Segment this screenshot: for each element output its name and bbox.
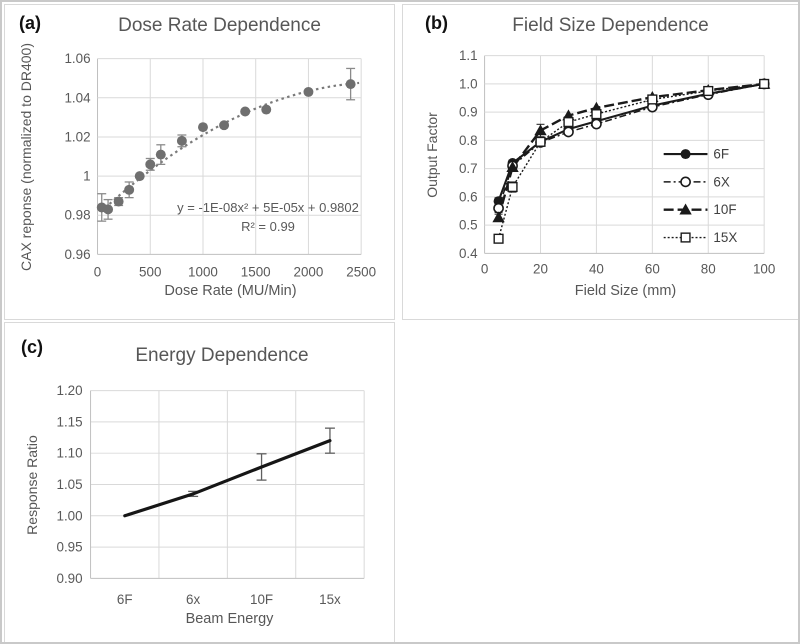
svg-text:15x: 15x	[319, 592, 341, 607]
svg-text:60: 60	[645, 261, 660, 276]
svg-text:1.15: 1.15	[56, 414, 82, 429]
svg-text:2000: 2000	[294, 264, 324, 279]
svg-text:1.05: 1.05	[56, 477, 82, 492]
svg-text:1: 1	[83, 169, 90, 184]
svg-text:0.7: 0.7	[459, 161, 478, 176]
svg-text:0.96: 0.96	[64, 247, 90, 262]
svg-text:0.5: 0.5	[459, 218, 478, 233]
svg-text:20: 20	[533, 261, 548, 276]
r-squared-text: R² = 0.99	[241, 219, 295, 234]
svg-text:0.95: 0.95	[56, 540, 82, 555]
panel-field-size: (b) Field Size Dependence Output Factor …	[402, 4, 798, 320]
svg-text:1.04: 1.04	[64, 90, 91, 105]
svg-text:1.02: 1.02	[64, 129, 90, 144]
svg-text:1.06: 1.06	[64, 51, 90, 66]
gridlines	[97, 58, 362, 255]
response-line	[123, 439, 332, 518]
gridlines	[90, 390, 365, 579]
svg-text:0.8: 0.8	[459, 133, 478, 148]
svg-text:1.20: 1.20	[56, 383, 82, 398]
series-markers-15X	[493, 78, 770, 244]
axis-tick-labels: 0 500 1000 1500 2000 2500 0.96 0.98 1 1.02 1.04 1.0…	[64, 51, 376, 279]
svg-text:1.10: 1.10	[56, 446, 82, 461]
svg-text:0.9: 0.9	[459, 105, 478, 120]
svg-text:0.90: 0.90	[56, 571, 82, 586]
svg-text:10F: 10F	[250, 592, 273, 607]
svg-text:15X: 15X	[713, 230, 737, 245]
svg-text:6F: 6F	[713, 147, 729, 162]
svg-text:0: 0	[94, 264, 101, 279]
svg-text:0.4: 0.4	[459, 246, 478, 261]
chart-title-dose-rate: Dose Rate Dependence	[118, 15, 321, 36]
chart-title-energy: Energy Dependence	[135, 345, 309, 366]
y-axis-label-field-size: Output Factor	[424, 112, 440, 198]
x-axis-label-energy: Beam Energy	[185, 611, 274, 627]
svg-text:1.00: 1.00	[56, 508, 82, 523]
svg-text:1500: 1500	[241, 264, 271, 279]
energy-chart: 0.90 0.95 1.00 1.05 1.10 1.15 1.20 6F 6x 10F 15x	[56, 383, 365, 607]
field-size-chart: 0 20 40 60 80 100 0.4 0.5 0.6 0.7 0.8 0.9 1.0 1.1 6F 6X…	[459, 48, 775, 276]
svg-text:1.1: 1.1	[459, 48, 478, 63]
svg-text:1.0: 1.0	[459, 76, 478, 91]
chart-title-field-size: Field Size Dependence	[512, 15, 709, 36]
panel-label-a: (a)	[19, 13, 41, 33]
svg-text:100: 100	[753, 261, 775, 276]
svg-text:6X: 6X	[713, 174, 729, 189]
svg-text:0: 0	[481, 261, 488, 276]
data-points	[96, 79, 356, 215]
panel-label-c: (c)	[21, 337, 43, 357]
svg-text:40: 40	[589, 261, 604, 276]
svg-text:500: 500	[139, 264, 161, 279]
y-axis-label-energy: Response Ratio	[24, 435, 40, 535]
axis-tick-labels: 0 20 40 60 80 100 0.4 0.5 0.6 0.7 0.8 0.9 1.0 1.1	[459, 48, 775, 276]
trendline-annotation: y = -1E-08x² + 5E-05x + 0.9802 R² = 0.99	[155, 198, 381, 236]
svg-text:0.98: 0.98	[64, 208, 90, 223]
svg-text:80: 80	[701, 261, 716, 276]
x-axis-label-field-size: Field Size (mm)	[574, 283, 677, 299]
svg-text:1000: 1000	[188, 264, 218, 279]
axis-tick-labels: 0.90 0.95 1.00 1.05 1.10 1.15 1.20 6F 6x 10F 15x	[56, 383, 341, 607]
svg-text:10F: 10F	[713, 202, 736, 217]
x-axis-label-dose-rate: Dose Rate (MU/Min)	[164, 283, 297, 299]
dose-rate-chart: 0 500 1000 1500 2000 2500 0.96 0.98 1 1.02 1.04 1.0…	[64, 51, 376, 279]
svg-text:6F: 6F	[117, 592, 133, 607]
series-line-10F	[497, 82, 765, 218]
gridlines	[484, 55, 765, 254]
svg-text:2500: 2500	[346, 264, 376, 279]
panel-energy: (c) Energy Dependence Response Ratio Bea…	[4, 322, 395, 642]
equation-text: y = -1E-08x² + 5E-05x + 0.9802	[177, 200, 359, 215]
panel-label-b: (b)	[425, 13, 448, 33]
trendline-dotted	[99, 81, 360, 213]
series-line-15X	[497, 83, 765, 239]
svg-text:0.6: 0.6	[459, 189, 478, 204]
panel-dose-rate: (a) Dose Rate Dependence CAX reponse (no…	[4, 4, 395, 320]
y-axis-label-dose-rate: CAX reponse (normalized to DR400)	[18, 43, 34, 271]
legend: 6F 6X 10F 15X	[663, 147, 737, 245]
svg-text:6x: 6x	[186, 592, 200, 607]
